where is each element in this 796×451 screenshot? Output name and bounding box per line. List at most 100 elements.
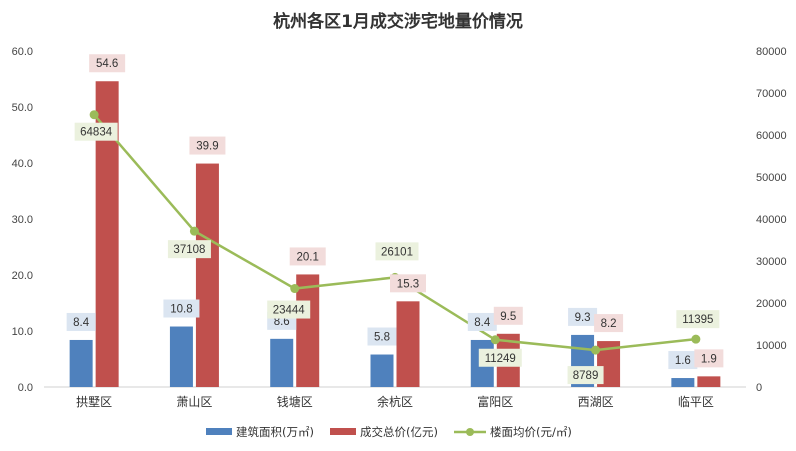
line-data-label: 26101 xyxy=(381,246,413,258)
category-label: 西湖区 xyxy=(578,394,614,409)
right-axis-tick-label: 20000 xyxy=(756,298,787,310)
right-axis-tick-label: 40000 xyxy=(756,214,787,226)
bar-data-label: 1.6 xyxy=(675,355,691,367)
legend-label: 成交总价(亿元) xyxy=(360,425,438,439)
bar-price-total xyxy=(296,274,320,387)
bar-data-label-group: 5.8 xyxy=(367,327,397,346)
bar-data-label: 9.5 xyxy=(500,311,516,323)
line-data-label: 64834 xyxy=(80,127,113,139)
left-axis-tick-label: 20.0 xyxy=(12,270,33,282)
right-axis-tick-label: 0 xyxy=(756,382,762,394)
bar-price-total xyxy=(396,301,420,387)
bar-data-label: 8.2 xyxy=(601,318,617,330)
bar-data-label-bg xyxy=(66,312,96,331)
bar-data-label: 54.6 xyxy=(96,58,118,70)
right-axis-tick-label: 10000 xyxy=(756,340,787,352)
bar-data-label-bg xyxy=(289,247,326,266)
line-data-label-bg xyxy=(74,122,118,141)
line-data-label-group: 64834 xyxy=(74,122,118,141)
bar-data-label-bg xyxy=(163,299,200,318)
left-axis-tick-label: 40.0 xyxy=(12,158,33,170)
bar-data-label-bg xyxy=(694,349,724,368)
bar-area xyxy=(69,339,93,387)
left-axis-tick-label: 50.0 xyxy=(12,102,33,114)
bar-data-label-group: 8.2 xyxy=(594,314,624,333)
line-data-label: 37108 xyxy=(173,244,205,256)
legend-swatch xyxy=(206,428,232,435)
left-axis-tick-label: 60.0 xyxy=(12,46,33,58)
right-axis-tick-label: 50000 xyxy=(756,172,787,184)
bar-price-total xyxy=(95,81,119,388)
bar-data-label-bg xyxy=(89,54,126,73)
bar-data-label-group: 9.3 xyxy=(568,307,598,326)
bar-data-label-bg xyxy=(493,306,523,325)
chart-title: 杭州各区1月成交涉宅地量价情况 xyxy=(273,11,523,32)
bar-area xyxy=(169,326,193,387)
bar-area xyxy=(370,354,394,387)
bar-area xyxy=(671,378,695,387)
avg-price-point xyxy=(591,345,601,355)
bar-data-label-group: 8.4 xyxy=(66,312,96,331)
bar-data-label: 9.3 xyxy=(575,312,591,324)
bar-data-label-bg xyxy=(568,307,598,326)
bar-data-label-group: 39.9 xyxy=(189,136,226,155)
line-data-label-bg xyxy=(478,348,522,367)
right-axis-tick-label: 30000 xyxy=(756,256,787,268)
bar-data-label-group: 54.6 xyxy=(89,54,126,73)
category-label: 富阳区 xyxy=(477,394,513,409)
legend: 建筑面积(万㎡) 成交总价(亿元) 楼面均价(元/㎡) xyxy=(206,425,572,439)
category-label: 临平区 xyxy=(678,395,714,409)
line-data-label: 11395 xyxy=(682,314,713,326)
legend-swatch xyxy=(330,428,356,435)
left-axis-tick-label: 0.0 xyxy=(18,382,33,394)
bar-data-label-bg xyxy=(594,314,624,333)
bar-data-label: 39.9 xyxy=(196,141,218,153)
bar-price-total xyxy=(697,376,721,387)
legend-label: 楼面均价(元/㎡) xyxy=(490,425,572,439)
line-data-label-bg xyxy=(567,366,604,385)
avg-price-point xyxy=(189,226,199,236)
bar-data-label-bg xyxy=(189,136,226,155)
bar-data-label-group: 10.8 xyxy=(163,299,200,318)
bar-data-label-group: 15.3 xyxy=(390,274,426,293)
category-label: 钱塘区 xyxy=(277,394,313,409)
bar-data-label: 5.8 xyxy=(374,332,390,344)
bar-data-label: 1.9 xyxy=(701,353,717,365)
line-data-label-bg xyxy=(167,240,211,259)
line-data-label-bg xyxy=(267,300,311,319)
line-data-label: 11249 xyxy=(485,353,516,365)
line-data-label-group: 8789 xyxy=(567,366,604,385)
line-data-label-bg xyxy=(375,242,419,261)
right-axis-tick-label: 60000 xyxy=(756,130,787,142)
left-axis-tick-label: 10.0 xyxy=(12,326,33,338)
bar-data-label-group: 9.5 xyxy=(493,306,523,325)
line-data-label-group: 11395 xyxy=(676,310,720,329)
bar-data-label-bg xyxy=(668,351,698,370)
line-data-label-group: 37108 xyxy=(167,240,211,259)
bar-data-label: 8.4 xyxy=(474,317,491,329)
right-axis-tick-label: 80000 xyxy=(756,46,787,58)
legend-marker xyxy=(466,428,474,436)
line-data-label-group: 11249 xyxy=(478,348,522,367)
avg-price-point xyxy=(290,284,300,294)
bar-price-total xyxy=(195,163,219,387)
line-data-label-group: 26101 xyxy=(375,242,419,261)
bar-data-label: 10.8 xyxy=(170,304,192,316)
right-axis-tick-label: 70000 xyxy=(756,88,787,100)
bar-data-label-group: 1.9 xyxy=(694,349,724,368)
line-data-label-bg xyxy=(676,310,720,329)
bar-data-label: 8.4 xyxy=(73,317,90,329)
bar-data-label-bg xyxy=(390,274,426,293)
line-data-label: 8789 xyxy=(573,370,599,382)
line-data-label: 23444 xyxy=(273,305,306,317)
line-data-label-group: 23444 xyxy=(267,300,311,319)
bar-data-label-bg xyxy=(467,312,497,331)
bar-area xyxy=(270,338,294,387)
avg-price-point xyxy=(691,334,701,344)
bar-data-label: 20.1 xyxy=(297,251,319,263)
bar-data-label: 15.3 xyxy=(397,278,419,290)
avg-price-point xyxy=(89,110,99,120)
bar-data-label-bg xyxy=(367,327,397,346)
